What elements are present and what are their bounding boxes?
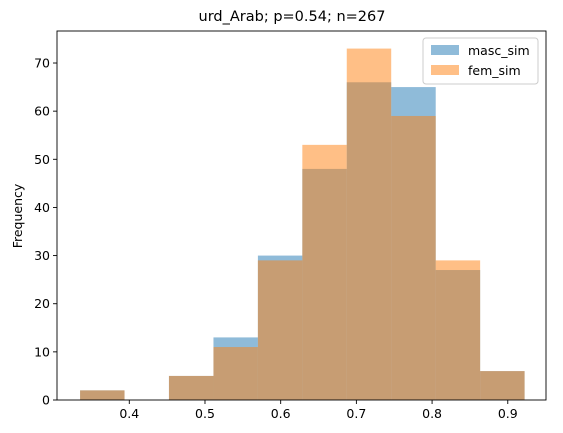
y-tick-label: 70 (34, 56, 50, 71)
x-tick-label: 0.5 (195, 406, 215, 421)
x-tick-label: 0.9 (498, 406, 518, 421)
legend-label-fem_sim: fem_sim (468, 63, 521, 78)
bar-fem_sim-4 (257, 260, 303, 400)
bar-fem_sim-5 (302, 144, 347, 400)
y-tick-label: 60 (34, 104, 50, 119)
legend-label-masc_sim: masc_sim (468, 43, 530, 58)
chart-title: urd_Arab; p=0.54; n=267 (199, 9, 386, 25)
bar-fem_sim-2 (168, 375, 214, 400)
bar-fem_sim-0 (80, 390, 125, 400)
y-tick-label: 0 (42, 393, 50, 408)
y-tick-label: 10 (34, 344, 50, 359)
bars-layer (80, 48, 525, 401)
axes-layer: 0.4 0.5 0.6 0.7 0.8 0.9 0 10 20 30 40 50 60 70 (34, 30, 547, 421)
y-tick-label: 50 (34, 152, 50, 167)
y-tick-label: 20 (34, 296, 50, 311)
bar-fem_sim-9 (480, 371, 525, 400)
y-tick-label: 30 (34, 248, 50, 263)
y-tick-label: 40 (34, 200, 50, 215)
bar-fem_sim-8 (435, 260, 481, 400)
legend: masc_sim fem_sim (422, 37, 539, 85)
plot-frame (56, 30, 547, 401)
legend-swatch-fem_sim (431, 65, 459, 75)
x-tick-label: 0.8 (422, 406, 442, 421)
bar-fem_sim-6 (346, 48, 392, 400)
x-tick-label: 0.7 (346, 406, 366, 421)
legend-swatch-masc_sim (431, 45, 459, 55)
x-tick-label: 0.6 (271, 406, 291, 421)
y-axis-label: Frequency (10, 183, 25, 248)
bar-fem_sim-7 (391, 115, 436, 400)
bar-fem_sim-3 (213, 347, 258, 400)
x-tick-label: 0.4 (119, 406, 139, 421)
